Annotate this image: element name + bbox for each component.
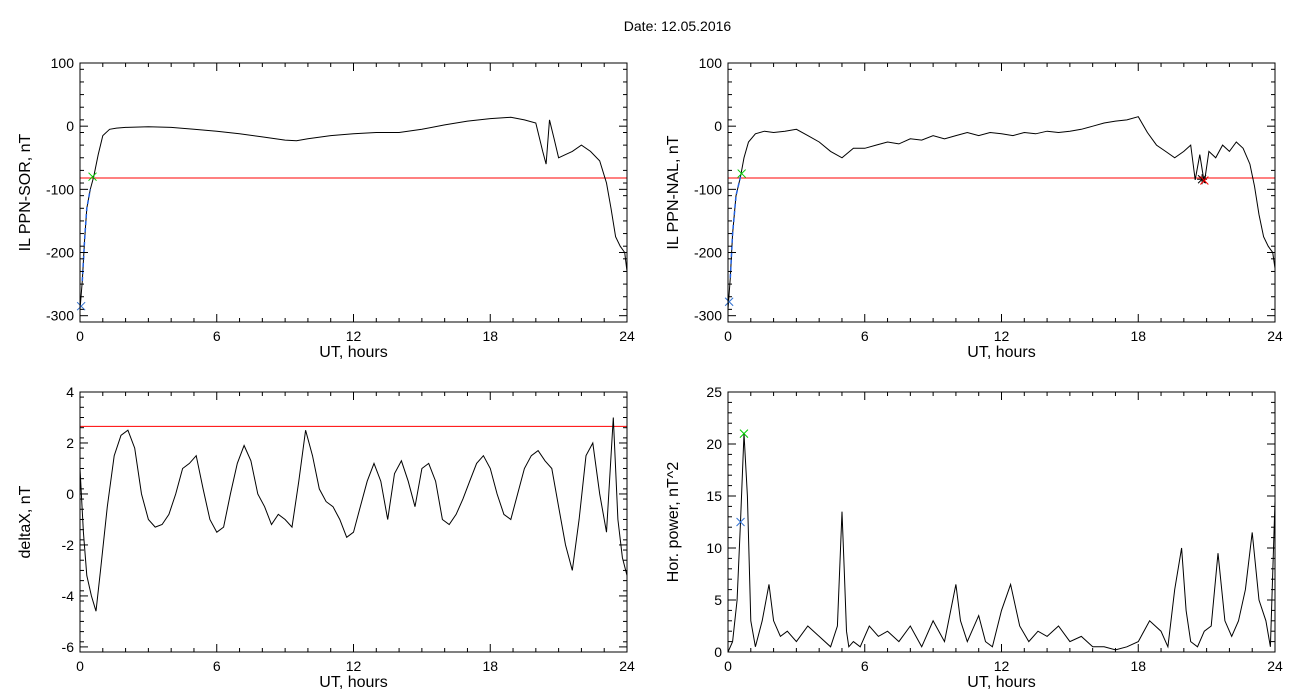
- x-tick-label: 24: [1267, 658, 1283, 674]
- y-tick-label: -300: [694, 308, 722, 324]
- y-tick-label: 20: [706, 436, 722, 452]
- plot-frame: [727, 391, 1276, 653]
- marker-1: [739, 429, 749, 438]
- y-tick-label: -2: [62, 537, 75, 553]
- y-tick-label: -200: [46, 245, 74, 261]
- y-tick-label: -4: [62, 588, 75, 604]
- x-tick-label: 0: [76, 328, 84, 344]
- marker-2: [736, 517, 745, 527]
- x-tick-label: 6: [861, 658, 869, 674]
- series-line: [728, 433, 1275, 652]
- x-tick-label: 6: [861, 328, 869, 344]
- marker-2: [724, 297, 734, 307]
- plot-frame: [79, 62, 628, 323]
- marker-1: [88, 172, 97, 182]
- plot-frame: [727, 62, 1276, 323]
- plot-frame: [79, 391, 628, 653]
- y-axis-title: deltaX, nT: [17, 485, 34, 558]
- x-axis-title: UT, hours: [967, 674, 1035, 691]
- y-tick-label: -100: [46, 181, 74, 197]
- chart-panel-4: 0 6 12 18 24 25 20 15 10 5 0 UT, hours Hor. power, n…: [665, 384, 1283, 691]
- y-tick-label: 15: [706, 488, 722, 504]
- series-line: [728, 116, 1275, 310]
- x-tick-label: 0: [724, 328, 732, 344]
- y-tick-label: -100: [694, 181, 722, 197]
- x-tick-label: 0: [76, 658, 84, 674]
- highlight-segment: [81, 189, 92, 281]
- chart-panel-3: 0 6 12 18 24 4 2 0 -2 -4 -6 UT, hours deltaX, nT: [17, 384, 635, 691]
- x-tick-label: 12: [994, 658, 1010, 674]
- x-tick-label: 18: [1130, 658, 1146, 674]
- x-tick-label: 6: [213, 328, 221, 344]
- x-tick-label: 12: [346, 328, 362, 344]
- y-tick-label: 0: [714, 118, 722, 134]
- y-axis-title: IL PPN-SOR, nT: [17, 133, 34, 251]
- x-tick-label: 18: [482, 658, 498, 674]
- chart-panel-2: 0 6 12 18 24 100 0 -100 -200 -300 UT, hours IL PPN-…: [665, 55, 1283, 361]
- y-axis-title: IL PPN-NAL, nT: [665, 135, 682, 249]
- highlight-segment: [729, 176, 742, 278]
- y-tick-label: 0: [714, 644, 722, 660]
- y-tick-label: 100: [699, 55, 723, 71]
- y-tick-label: 5: [714, 592, 722, 608]
- y-axis-title: Hor. power, nT^2: [665, 462, 682, 583]
- y-tick-label: 2: [66, 435, 74, 451]
- y-tick-label: 0: [66, 118, 74, 134]
- x-tick-label: 0: [724, 658, 732, 674]
- x-axis-title: UT, hours: [319, 344, 387, 361]
- x-tick-label: 24: [619, 328, 635, 344]
- chart-panel-1: 0 6 12 18 24 100 0 -100 -200 -300 UT, hours IL PPN-…: [17, 55, 635, 361]
- x-tick-label: 12: [346, 658, 362, 674]
- y-tick-label: 4: [66, 384, 74, 400]
- x-tick-label: 18: [1130, 328, 1146, 344]
- x-tick-label: 24: [1267, 328, 1283, 344]
- y-tick-label: 100: [51, 55, 75, 71]
- x-tick-label: 24: [619, 658, 635, 674]
- x-axis-title: UT, hours: [967, 344, 1035, 361]
- y-tick-label: -300: [46, 308, 74, 324]
- x-tick-label: 18: [482, 328, 498, 344]
- page-title: Date: 12.05.2016: [623, 18, 732, 34]
- y-tick-label: 0: [66, 486, 74, 502]
- x-tick-label: 6: [213, 658, 221, 674]
- x-tick-label: 12: [994, 328, 1010, 344]
- y-tick-label: 25: [706, 384, 722, 400]
- y-tick-label: 10: [706, 540, 722, 556]
- series-line: [80, 116, 627, 310]
- series-line: [80, 417, 627, 612]
- marker-1: [737, 169, 747, 178]
- y-tick-label: -6: [62, 639, 75, 655]
- y-tick-label: -200: [694, 245, 722, 261]
- marker-4: [1199, 176, 1209, 185]
- x-axis-title: UT, hours: [319, 674, 387, 691]
